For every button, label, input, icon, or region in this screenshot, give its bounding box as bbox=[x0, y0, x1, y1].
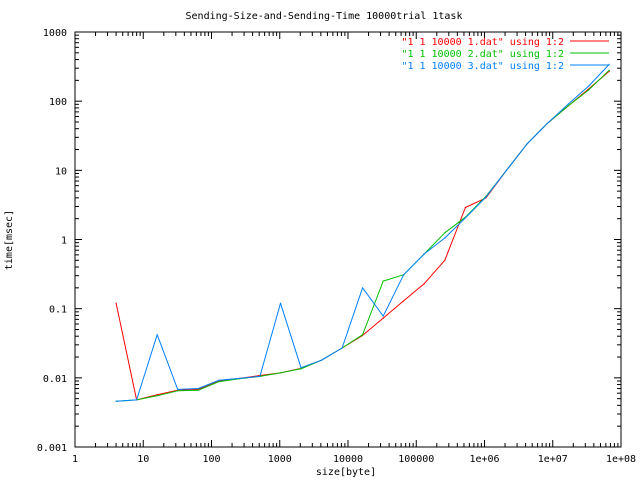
x-tick-label: 100000 bbox=[398, 454, 434, 465]
data-point-series-1 bbox=[115, 302, 117, 304]
data-point-series-3 bbox=[218, 379, 220, 381]
data-point-series-3 bbox=[136, 399, 138, 401]
data-point-series-2 bbox=[197, 389, 199, 391]
data-point-series-3 bbox=[197, 387, 199, 390]
data-point-series-1 bbox=[464, 206, 466, 209]
x-tick-label: 10 bbox=[137, 454, 149, 465]
data-point-series-3 bbox=[546, 122, 549, 124]
data-point-series-2 bbox=[608, 69, 610, 71]
data-point-series-2 bbox=[588, 89, 590, 91]
data-point-series-3 bbox=[279, 302, 282, 304]
y-axis: 0.001 0.01 0.1 1 10 100 1000 bbox=[37, 28, 621, 454]
x-axis: 1 10 100 1000 10000 100000 1e+06 1e+07 1e+08 bbox=[72, 32, 636, 465]
x-tick-label: 10000 bbox=[333, 454, 363, 465]
data-point-series-3 bbox=[156, 334, 158, 336]
data-point-series-1 bbox=[444, 259, 446, 261]
legend-label-series-2: "1 1 10000 2.dat" using 1:2 bbox=[401, 49, 564, 60]
y-tick-label: 0.1 bbox=[49, 305, 67, 316]
data-point-series-2 bbox=[362, 334, 364, 336]
data-point-series-3 bbox=[526, 143, 528, 145]
data-point-series-3 bbox=[588, 85, 590, 87]
data-point-series-3 bbox=[444, 237, 446, 239]
x-tick-label: 1000 bbox=[268, 454, 292, 465]
y-tick-label: 10 bbox=[55, 166, 67, 177]
y-tick-label: 0.01 bbox=[43, 374, 67, 385]
data-point-series-2 bbox=[156, 395, 158, 397]
data-point-series-3 bbox=[505, 169, 508, 171]
data-point-series-3 bbox=[567, 103, 569, 105]
data-point-series-3 bbox=[485, 196, 487, 198]
y-tick-label: 1000 bbox=[43, 28, 67, 39]
data-point-series-3 bbox=[300, 367, 302, 369]
data-point-series-2 bbox=[177, 390, 179, 392]
legend-label-series-1: "1 1 10000 1.dat" using 1:2 bbox=[401, 37, 564, 48]
x-tick-label: 1e+08 bbox=[606, 454, 636, 465]
legend: "1 1 10000 1.dat" using 1:2 "1 1 10000 2… bbox=[401, 37, 609, 72]
legend-label-series-3: "1 1 10000 3.dat" using 1:2 bbox=[401, 61, 564, 72]
x-tick-label: 1e+07 bbox=[538, 454, 568, 465]
data-point-series-3 bbox=[403, 274, 405, 276]
y-axis-label: time[msec] bbox=[4, 210, 15, 270]
data-point-series-1 bbox=[423, 283, 425, 285]
data-point-series-3 bbox=[341, 347, 343, 349]
y-tick-label: 1 bbox=[61, 236, 67, 247]
chart-title: Sending-Size-and-Sending-Time 10000trial… bbox=[186, 11, 463, 22]
data-point-series-3 bbox=[115, 400, 117, 402]
data-point-series-2 bbox=[279, 372, 282, 374]
data-point-series-2 bbox=[382, 280, 384, 282]
data-point-series-2 bbox=[444, 232, 446, 234]
x-tick-label: 1 bbox=[72, 454, 78, 465]
x-tick-label: 1e+06 bbox=[469, 454, 499, 465]
data-point-series-2 bbox=[567, 105, 569, 107]
x-axis-label: size[byte] bbox=[316, 467, 376, 478]
data-point-series-3 bbox=[259, 375, 261, 377]
y-tick-label: 0.001 bbox=[37, 443, 67, 454]
data-point-series-3 bbox=[362, 287, 364, 289]
data-point-series-3 bbox=[320, 359, 323, 361]
x-tick-label: 100 bbox=[202, 454, 220, 465]
y-tick-label: 100 bbox=[49, 97, 67, 108]
data-point-series-3 bbox=[464, 217, 466, 219]
data-point-series-3 bbox=[177, 388, 179, 390]
data-point-series-3 bbox=[423, 253, 425, 255]
data-point-series-2 bbox=[218, 381, 220, 383]
data-point-series-3 bbox=[238, 377, 240, 379]
data-point-series-1 bbox=[403, 300, 405, 302]
data-point-series-2 bbox=[300, 368, 302, 370]
data-point-series-1 bbox=[156, 394, 158, 396]
series-layer bbox=[115, 63, 610, 402]
data-point-series-1 bbox=[382, 317, 384, 319]
data-point-series-3 bbox=[382, 315, 384, 317]
